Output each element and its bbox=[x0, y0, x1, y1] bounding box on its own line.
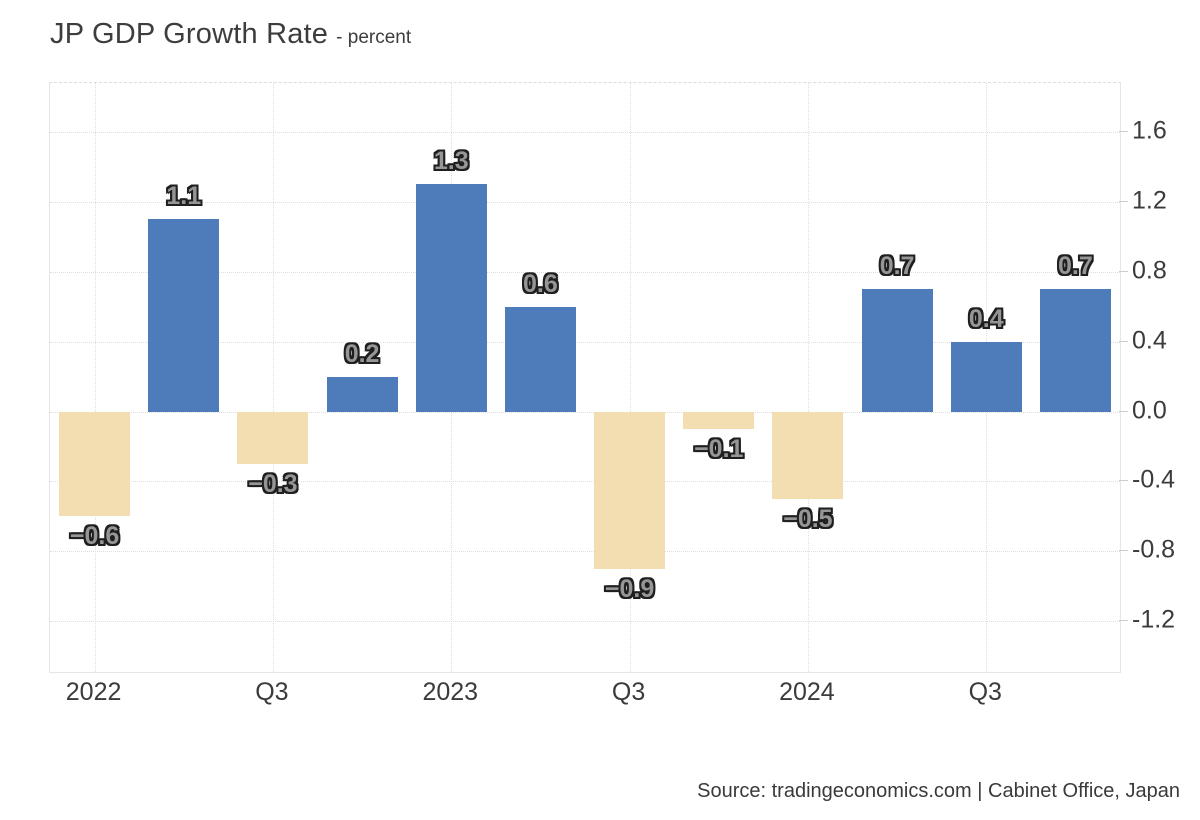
x-tick-label: Q3 bbox=[611, 678, 646, 706]
y-tick-label: -1.2 bbox=[1132, 605, 1176, 634]
chart-title: JP GDP Growth Rate bbox=[50, 18, 329, 50]
y-tick-label: 1.6 bbox=[1132, 116, 1167, 145]
gridline-horizontal bbox=[50, 271, 1120, 273]
x-tick-label: 2023 bbox=[422, 678, 479, 706]
y-tick-mark bbox=[1119, 410, 1128, 412]
x-tick-label: 2022 bbox=[65, 678, 122, 706]
gridline-vertical bbox=[272, 83, 274, 672]
gridline-vertical bbox=[629, 83, 631, 672]
x-tick-label: Q3 bbox=[255, 678, 289, 706]
bar-value-label: 0.2 bbox=[344, 339, 380, 368]
bar-value-label: −0.6 bbox=[69, 522, 120, 551]
gridline-horizontal bbox=[50, 551, 1120, 553]
bar[interactable] bbox=[594, 411, 666, 569]
bar[interactable] bbox=[59, 411, 131, 517]
bar-value-label: −0.3 bbox=[248, 470, 298, 498]
gridline-horizontal bbox=[50, 481, 1120, 483]
bar[interactable] bbox=[1039, 289, 1111, 412]
y-tick-mark bbox=[1119, 270, 1128, 272]
y-tick-label: -0.4 bbox=[1132, 465, 1176, 494]
y-tick-mark bbox=[1119, 340, 1128, 342]
bar[interactable] bbox=[683, 411, 755, 430]
y-tick-mark bbox=[1119, 200, 1128, 202]
bar[interactable] bbox=[148, 219, 220, 412]
y-tick-mark bbox=[1119, 480, 1128, 482]
y-tick-label: 0.4 bbox=[1132, 326, 1167, 355]
bar-value-label: 0.7 bbox=[1058, 252, 1093, 281]
bar[interactable] bbox=[326, 376, 398, 412]
gridline-horizontal bbox=[50, 621, 1120, 623]
gridline-vertical bbox=[94, 83, 96, 672]
chart-subtitle: - percent bbox=[336, 27, 412, 48]
plot-area: −0.6 1.1 −0.3 0.2 1.3 0.6 −0.9 −0.1 −0.5 0.7 0.4 0.… bbox=[49, 82, 1121, 673]
bar-value-label: 1.3 bbox=[433, 147, 469, 176]
bar-value-label: −0.9 bbox=[604, 574, 655, 603]
y-tick-mark bbox=[1119, 620, 1128, 622]
y-tick-label: -0.8 bbox=[1132, 535, 1176, 564]
bar-value-label: −0.5 bbox=[783, 504, 833, 533]
gridline-horizontal bbox=[50, 201, 1120, 203]
gridline-horizontal bbox=[50, 411, 1120, 413]
bar[interactable] bbox=[237, 411, 309, 464]
x-tick-label: 2024 bbox=[779, 678, 835, 706]
bar[interactable] bbox=[772, 411, 844, 499]
bar[interactable] bbox=[415, 184, 487, 412]
gridline-horizontal bbox=[50, 341, 1120, 343]
bar[interactable] bbox=[504, 306, 576, 412]
chart-header: JP GDP Growth Rate - percent bbox=[50, 18, 411, 51]
gridline-horizontal bbox=[50, 131, 1120, 133]
x-tick-label: Q3 bbox=[968, 678, 1002, 706]
gridline-vertical bbox=[807, 83, 809, 672]
y-tick-label: 1.2 bbox=[1132, 186, 1167, 215]
bar-value-label: 0.4 bbox=[968, 304, 1004, 333]
bar-value-label: 0.7 bbox=[879, 252, 915, 281]
bar-value-label: −0.1 bbox=[694, 435, 744, 464]
bar[interactable] bbox=[861, 289, 933, 412]
y-tick-label: 0.8 bbox=[1132, 256, 1167, 285]
bar-value-label: 1.1 bbox=[166, 182, 202, 211]
y-tick-label: 0.0 bbox=[1132, 396, 1167, 425]
y-tick-mark bbox=[1119, 550, 1128, 552]
bar[interactable] bbox=[950, 341, 1022, 412]
source-text: Source: tradingeconomics.com | Cabinet O… bbox=[697, 780, 1180, 802]
bar-value-label: 0.6 bbox=[523, 269, 558, 298]
y-tick-mark bbox=[1119, 130, 1128, 132]
